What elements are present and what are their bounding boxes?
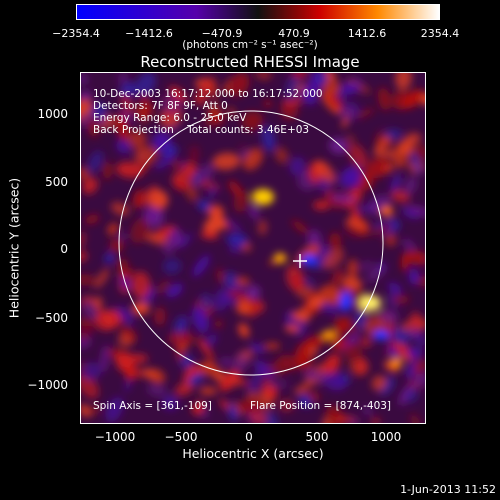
y-axis-label: Heliocentric Y (arcsec) xyxy=(6,177,22,319)
colorbar-units: (photons cm⁻² s⁻¹ asec⁻²) xyxy=(182,39,318,51)
spin-axis-marker xyxy=(293,254,307,268)
method-counts: Back Projection Total counts: 3.46E+03 xyxy=(93,124,310,136)
x-tick: 500 xyxy=(305,430,329,444)
spin-axis-label: Spin Axis = [361,-109] xyxy=(93,400,212,412)
x-tick: 1000 xyxy=(370,430,402,444)
y-tick: −500 xyxy=(35,311,68,325)
colorbar-tick: −470.9 xyxy=(201,27,243,40)
solar-image xyxy=(81,73,425,423)
colorbar-tick: 1412.6 xyxy=(347,27,387,40)
y-tick: 1000 xyxy=(37,107,68,121)
colorbar-tick: 470.9 xyxy=(278,27,310,40)
x-tick: −1000 xyxy=(94,430,136,444)
colorbar-tick: 2354.4 xyxy=(420,27,460,40)
y-tick: −1000 xyxy=(27,378,68,392)
y-tick: 500 xyxy=(45,175,68,189)
detectors-info: Detectors: 7F 8F 9F, Att 0 xyxy=(93,100,228,112)
colorbar-tick: −1412.6 xyxy=(125,27,173,40)
solar-limb xyxy=(118,110,384,376)
x-axis-label: Heliocentric X (arcsec) xyxy=(182,446,324,461)
flare-position-label: Flare Position = [874,-403] xyxy=(250,400,392,412)
energy-range: Energy Range: 6.0 - 25.0 keV xyxy=(93,112,247,124)
colorbar-tick: −2354.4 xyxy=(52,27,100,40)
solar-image-panel xyxy=(80,72,426,424)
time-range: 10-Dec-2003 16:17:12.000 to 16:17:52.000 xyxy=(93,88,323,100)
timestamp: 1-Jun-2013 11:52 xyxy=(400,483,496,496)
image-title: Reconstructed RHESSI Image xyxy=(140,53,360,71)
x-tick: 0 xyxy=(245,430,253,444)
colorbar xyxy=(76,4,440,20)
x-tick: −500 xyxy=(164,430,198,444)
y-tick: 0 xyxy=(60,242,68,256)
